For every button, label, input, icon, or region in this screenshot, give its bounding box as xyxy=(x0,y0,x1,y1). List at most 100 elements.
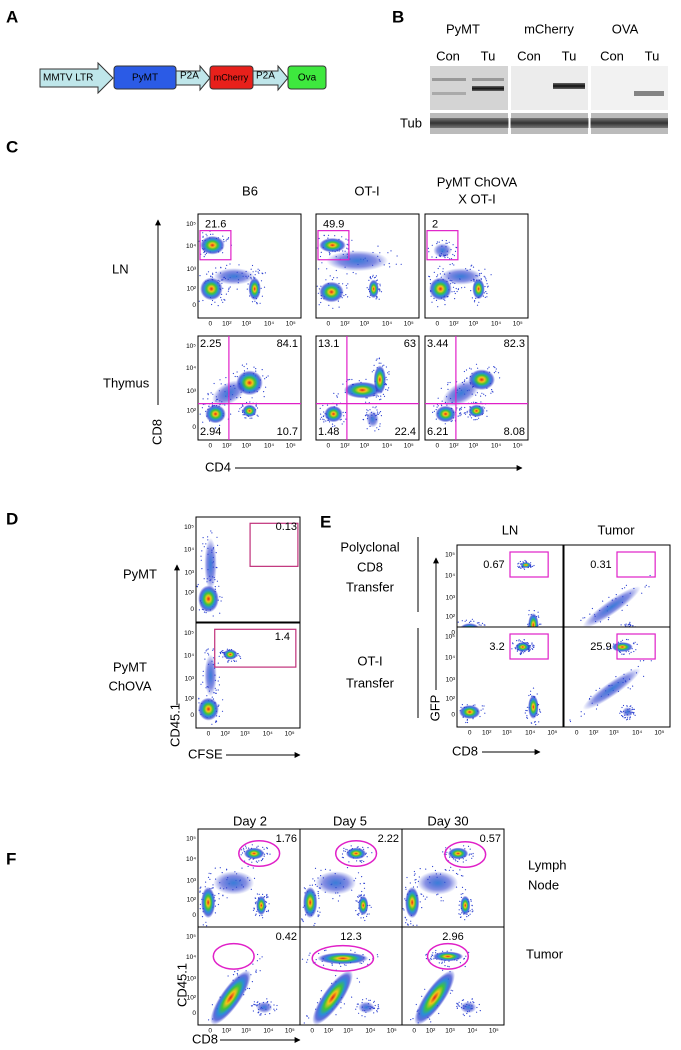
event-dot xyxy=(422,895,425,897)
event-dot xyxy=(370,278,372,280)
event-dot xyxy=(439,265,441,267)
event-dot xyxy=(599,687,601,689)
event-dot xyxy=(538,616,540,618)
event-dot xyxy=(262,917,264,919)
event-dot xyxy=(239,656,241,658)
event-dot xyxy=(623,717,625,719)
event-dot xyxy=(471,264,473,266)
event-dot xyxy=(466,1012,468,1015)
population xyxy=(326,250,389,272)
event-dot xyxy=(580,711,582,713)
event-dot xyxy=(256,846,258,848)
event-dot xyxy=(367,410,369,412)
construct-label: MMTV LTR xyxy=(43,73,93,84)
event-dot xyxy=(201,407,203,409)
event-dot xyxy=(474,704,476,706)
event-dot xyxy=(628,653,631,655)
event-dot xyxy=(332,425,334,428)
event-dot xyxy=(228,288,230,290)
event-dot xyxy=(630,705,632,707)
event-dot xyxy=(442,268,444,270)
event-dot xyxy=(269,1013,271,1015)
flow-plot: 0 10² 10³ 10⁴ 10⁵ 0 10² 10³ 10⁴ 10⁵ 0.42 xyxy=(186,926,301,1035)
event-dot xyxy=(473,620,475,622)
event-dot xyxy=(626,717,629,719)
event-dot xyxy=(530,562,532,564)
event-dot xyxy=(364,919,366,922)
event-dot xyxy=(361,962,363,965)
event-dot xyxy=(459,409,461,411)
event-dot xyxy=(490,274,492,276)
event-dot xyxy=(486,410,488,412)
event-dot xyxy=(337,393,339,395)
y-tick-label: 10² xyxy=(187,286,197,293)
event-dot xyxy=(247,987,249,990)
event-dot xyxy=(254,274,256,276)
event-dot xyxy=(464,965,466,968)
event-dot xyxy=(382,393,384,395)
event-dot xyxy=(405,888,407,890)
event-dot xyxy=(367,963,369,965)
event-dot xyxy=(480,624,482,626)
event-dot xyxy=(251,417,253,419)
event-dot xyxy=(253,1001,255,1003)
event-dot xyxy=(465,955,467,957)
event-dot xyxy=(525,560,527,562)
event-dot xyxy=(341,236,343,238)
event-dot xyxy=(424,898,426,900)
event-dot xyxy=(456,407,458,409)
event-dot xyxy=(356,846,358,848)
event-dot xyxy=(257,268,259,270)
event-dot xyxy=(532,565,534,568)
event-dot xyxy=(356,913,358,916)
event-dot xyxy=(455,287,457,290)
x-tick-label: 10⁵ xyxy=(404,443,414,450)
blot-band xyxy=(553,83,585,89)
event-dot xyxy=(377,245,379,247)
event-dot xyxy=(208,405,210,407)
event-dot xyxy=(345,238,347,240)
event-dot xyxy=(488,366,490,368)
event-dot xyxy=(199,903,201,906)
event-dot xyxy=(459,1005,461,1007)
event-dot xyxy=(314,922,316,925)
event-dot xyxy=(407,923,409,925)
event-dot xyxy=(352,271,354,274)
event-dot xyxy=(483,275,485,277)
x-tick-label: 10⁵ xyxy=(286,321,296,328)
event-dot xyxy=(324,949,326,952)
event-dot xyxy=(318,268,320,270)
event-dot xyxy=(334,425,336,427)
event-dot xyxy=(415,878,417,881)
event-dot xyxy=(480,395,482,397)
event-dot xyxy=(629,688,631,690)
x-tick-label: 10³ xyxy=(242,443,252,450)
event-dot xyxy=(469,853,471,855)
event-dot xyxy=(569,719,571,721)
event-dot xyxy=(478,624,480,626)
event-dot xyxy=(361,876,363,878)
event-dot xyxy=(323,411,325,413)
gate-value: 21.6 xyxy=(205,218,226,230)
event-dot xyxy=(210,530,212,532)
event-dot xyxy=(471,908,473,911)
gate-value: 13.1 xyxy=(318,338,339,350)
event-dot xyxy=(202,537,204,539)
event-dot xyxy=(360,917,362,919)
y-tick-label: 10³ xyxy=(187,976,197,983)
event-dot xyxy=(226,648,228,650)
event-dot xyxy=(388,262,390,265)
event-dot xyxy=(329,869,331,871)
event-dot xyxy=(415,1003,417,1006)
x-tick-label: 10³ xyxy=(242,321,252,328)
event-dot xyxy=(373,1000,375,1002)
event-dot xyxy=(375,406,377,408)
event-dot xyxy=(232,372,234,375)
event-dot xyxy=(375,359,377,361)
event-dot xyxy=(344,850,346,852)
event-dot xyxy=(266,998,268,1000)
y-tick-label: 10⁴ xyxy=(445,573,455,580)
event-dot xyxy=(537,611,539,613)
event-dot xyxy=(530,690,532,692)
event-dot xyxy=(354,951,356,953)
